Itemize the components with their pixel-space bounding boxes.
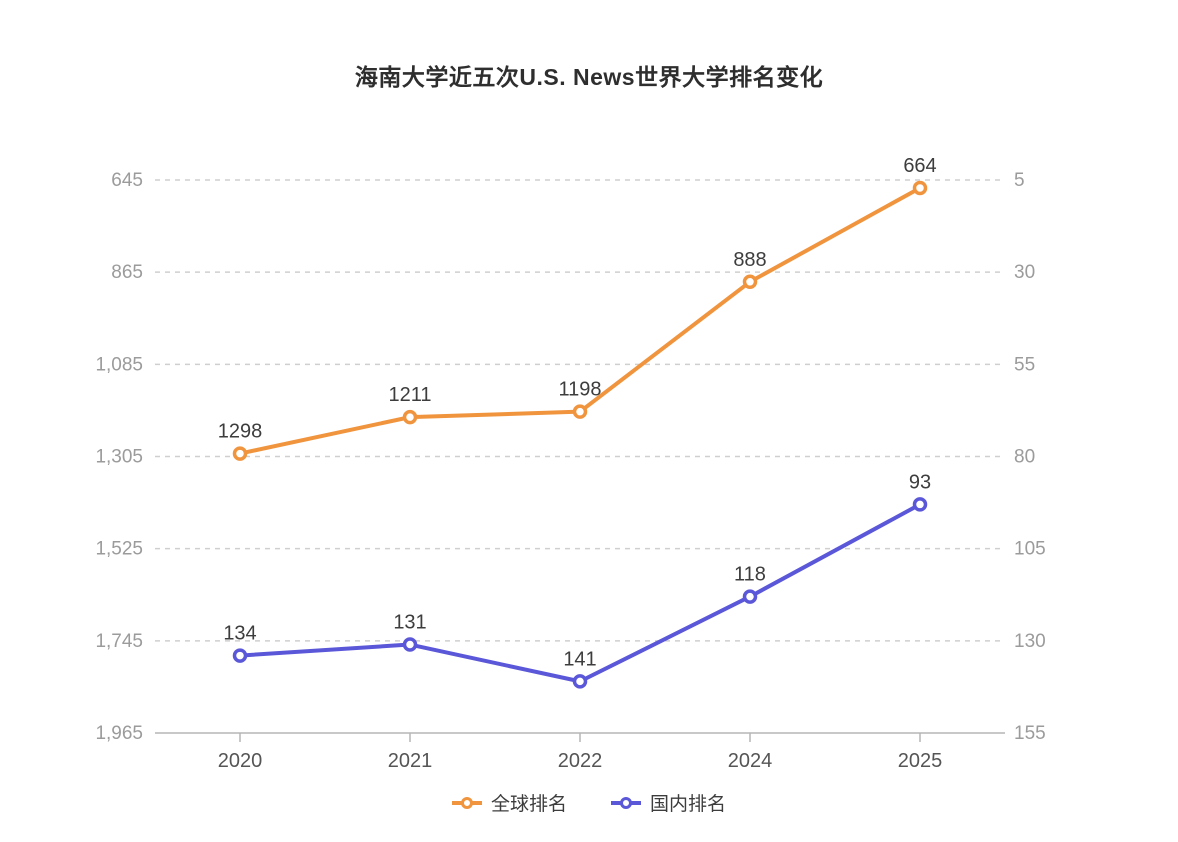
legend-marker-domestic-ranking [611,796,641,809]
y-axis-left-tick-label: 1,525 [95,539,143,560]
data-point-domestic-ranking[interactable] [232,648,248,663]
data-point-domestic-ranking[interactable] [912,497,928,512]
y-axis-left-tick-label: 1,305 [95,447,143,468]
legend: 全球排名 国内排名 [0,789,1178,816]
x-axis-label: 2025 [898,750,943,772]
data-point-label-global-ranking: 1211 [388,384,431,406]
data-point-global-ranking[interactable] [742,274,758,290]
data-point-label-domestic-ranking: 141 [563,648,596,670]
x-axis-label: 2021 [388,750,433,772]
data-point-domestic-ranking[interactable] [742,589,758,604]
chart-title: 海南大学近五次U.S. News世界大学排名变化 [354,64,824,90]
x-axis-label: 2022 [558,750,603,772]
legend-marker-global-ranking [451,796,482,809]
y-axis-left-tick-label: 645 [111,170,143,191]
data-point-global-ranking[interactable] [402,409,418,425]
data-point-domestic-ranking[interactable] [572,674,588,689]
legend-label-domestic-ranking: 国内排名 [650,794,727,815]
y-axis-left-tick-label: 1,085 [95,354,143,375]
data-point-label-domestic-ranking: 131 [393,612,426,634]
x-axis-label: 2024 [728,750,773,772]
y-axis-right-tick-label: 30 [1014,262,1035,283]
y-axis-right-tick-label: 105 [1014,539,1046,560]
y-axis-left-tick-label: 865 [111,262,143,283]
y-axis-right-tick-label: 55 [1014,354,1035,375]
legend-label-global-ranking: 全球排名 [490,794,567,815]
y-axis-right-tick-label: 80 [1014,447,1035,468]
legend-item-global-ranking[interactable]: 全球排名 [451,789,567,816]
y-axis-right-tick-label: 5 [1014,170,1025,191]
data-point-label-global-ranking: 1198 [558,379,601,401]
data-point-label-domestic-ranking: 118 [734,564,766,586]
data-point-label-domestic-ranking: 134 [223,623,256,645]
y-axis-left-tick-label: 1,965 [95,723,143,744]
data-point-label-domestic-ranking: 93 [909,471,931,493]
data-point-label-global-ranking: 664 [903,155,936,177]
data-point-global-ranking[interactable] [232,446,248,461]
data-point-label-global-ranking: 888 [733,249,766,271]
y-axis-left-tick-label: 1,745 [95,631,143,652]
data-point-domestic-ranking[interactable] [402,637,418,652]
x-axis-label: 2020 [218,750,263,772]
y-axis-right-tick-label: 130 [1014,631,1046,652]
data-point-label-global-ranking: 1298 [218,421,263,443]
legend-item-domestic-ranking[interactable]: 国内排名 [611,789,726,816]
y-axis-right-tick-label: 155 [1014,723,1046,744]
data-point-global-ranking[interactable] [912,180,928,196]
data-point-global-ranking[interactable] [572,404,588,419]
